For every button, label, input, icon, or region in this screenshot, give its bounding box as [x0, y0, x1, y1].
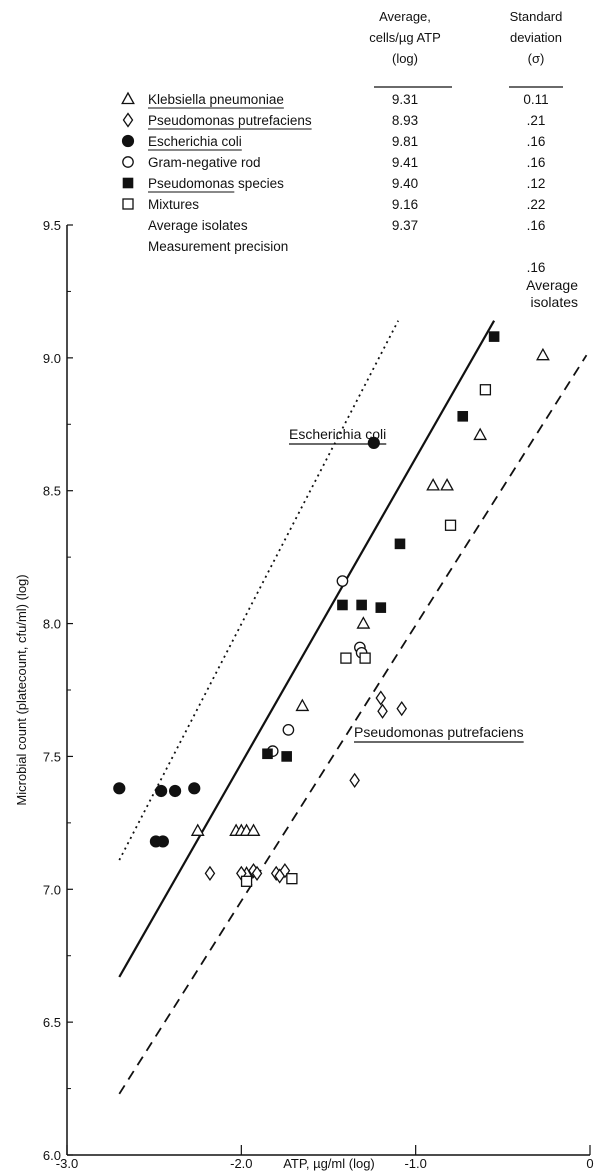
- point-escherichia-coli: [188, 782, 201, 795]
- point-gram-negative-rod: [282, 724, 295, 736]
- legend-label: Measurement precision: [148, 239, 288, 254]
- point-pseudomonas-putrefaciens: [375, 690, 387, 706]
- point-pseudomonas-species: [281, 751, 292, 762]
- y-tick-label: 8.0: [43, 617, 61, 632]
- legend-sd-value: .16: [527, 260, 546, 275]
- legend-average-value: 9.40: [392, 176, 418, 191]
- legend-sd-value: .12: [527, 176, 546, 191]
- x-tick-label: -3.0: [56, 1156, 78, 1171]
- point-pseudomonas-putrefaciens: [251, 865, 263, 881]
- table-header-average: cells/µg ATP: [369, 30, 441, 45]
- point-pseudomonas-species: [356, 599, 367, 611]
- axes: 6.0 6.5 7.0 7.5 8.0 8.5 9.0 9.5 -3.0 -2.0 -1.0 0 ATP…: [14, 218, 594, 1171]
- y-tick-label: 7.5: [43, 749, 61, 764]
- legend-average-value: 9.41: [392, 155, 418, 170]
- point-pseudomonas-putrefaciens: [274, 868, 285, 884]
- legend-sd-value: .21: [527, 113, 546, 128]
- legend-average-value: 9.81: [392, 134, 418, 149]
- point-klebsiella-pneumoniae: [246, 823, 261, 836]
- line-label-average-isolates: Average: [526, 277, 578, 293]
- point-klebsiella-pneumoniae: [356, 616, 371, 629]
- point-escherichia-coli: [113, 782, 126, 795]
- legend-marker: [121, 91, 135, 105]
- point-klebsiella-pneumoniae: [473, 427, 488, 441]
- point-gram-negative-rod: [336, 575, 349, 587]
- line-label-average-isolates: isolates: [531, 294, 578, 310]
- legend: Average, cells/µg ATP (log) Standard deviati…: [121, 9, 563, 275]
- legend-sd-value: 0.11: [523, 92, 548, 107]
- x-axis-title: ATP, µg/ml (log): [283, 1156, 375, 1171]
- line-label-escherichia-coli: Escherichia coli: [289, 426, 386, 442]
- point-pseudomonas-putrefaciens: [396, 700, 408, 717]
- legend-label: Gram-negative rod: [148, 155, 261, 170]
- legend-average-value: 9.37: [392, 218, 418, 233]
- legend-label: Mixtures: [148, 197, 199, 212]
- point-klebsiella-pneumoniae: [295, 698, 310, 712]
- x-tick-label: 0: [586, 1156, 593, 1171]
- table-header-average: Average,: [379, 9, 431, 24]
- point-pseudomonas-species: [394, 538, 406, 550]
- point-escherichia-coli: [156, 835, 169, 848]
- legend-average-value: 9.16: [392, 197, 418, 212]
- point-escherichia-coli: [155, 784, 168, 798]
- y-axis-title: Microbial count (platecount, cfu/ml) (lo…: [14, 574, 29, 805]
- y-tick-label: 6.5: [43, 1015, 61, 1030]
- point-klebsiella-pneumoniae: [536, 347, 550, 361]
- y-tick-label: 8.5: [43, 484, 61, 499]
- legend-sd-value: .16: [527, 155, 546, 170]
- legend-label: Klebsiella pneumoniae: [148, 92, 284, 107]
- point-pseudomonas-species: [488, 331, 500, 342]
- legend-marker: [122, 177, 134, 189]
- point-klebsiella-pneumoniae: [440, 478, 454, 491]
- legend-label: Escherichia coli: [148, 134, 242, 149]
- x-tick-label: -1.0: [404, 1156, 426, 1171]
- legend-marker: [121, 134, 135, 148]
- point-escherichia-coli: [367, 436, 380, 449]
- x-tick-label: -2.0: [230, 1156, 252, 1171]
- point-mixtures: [444, 519, 457, 531]
- y-tick-label: 7.0: [43, 882, 61, 897]
- legend-marker: [122, 198, 134, 210]
- table-header-sd: (σ): [528, 51, 545, 66]
- line-pseudomonas-putrefaciens: [118, 354, 588, 1095]
- point-pseudomonas-putrefaciens: [204, 865, 216, 881]
- legend-sd-value: .16: [527, 218, 546, 233]
- legend-marker: [122, 156, 134, 168]
- point-klebsiella-pneumoniae: [190, 823, 205, 836]
- point-mixtures: [286, 873, 298, 885]
- legend-sd-value: .22: [527, 197, 546, 212]
- y-tick-label: 9.5: [43, 218, 61, 233]
- y-tick-label: 6.0: [43, 1148, 61, 1163]
- line-average-isolates: [118, 320, 496, 978]
- point-pseudomonas-species: [337, 599, 348, 611]
- point-pseudomonas-species: [375, 602, 387, 613]
- table-header-average: (log): [392, 51, 418, 66]
- data-points: [113, 331, 550, 887]
- line-label-pseudomonas-putrefaciens: Pseudomonas putrefaciens: [354, 724, 524, 740]
- legend-sd-value: .16: [527, 134, 546, 149]
- legend-label: Pseudomonas putrefaciens: [148, 113, 312, 128]
- point-mixtures: [340, 652, 352, 664]
- point-mixtures: [240, 875, 253, 887]
- table-header-sd: deviation: [510, 30, 562, 45]
- point-pseudomonas-species: [262, 748, 273, 760]
- legend-label: Pseudomonas species: [148, 176, 284, 191]
- point-pseudomonas-putrefaciens: [349, 772, 360, 788]
- legend-label: Average isolates: [148, 218, 248, 233]
- legend-marker: [122, 112, 134, 128]
- y-tick-label: 9.0: [43, 351, 61, 366]
- point-pseudomonas-species: [457, 411, 469, 422]
- legend-average-value: 8.93: [392, 113, 418, 128]
- table-header-sd: Standard: [510, 9, 563, 24]
- trend-lines: Escherichia coli Pseudomonas putrefaciens…: [118, 277, 588, 1095]
- point-mixtures: [359, 652, 371, 664]
- point-klebsiella-pneumoniae: [426, 478, 441, 491]
- point-mixtures: [479, 384, 492, 396]
- point-escherichia-coli: [168, 784, 182, 798]
- legend-average-value: 9.31: [392, 92, 418, 107]
- point-pseudomonas-putrefaciens: [377, 703, 388, 719]
